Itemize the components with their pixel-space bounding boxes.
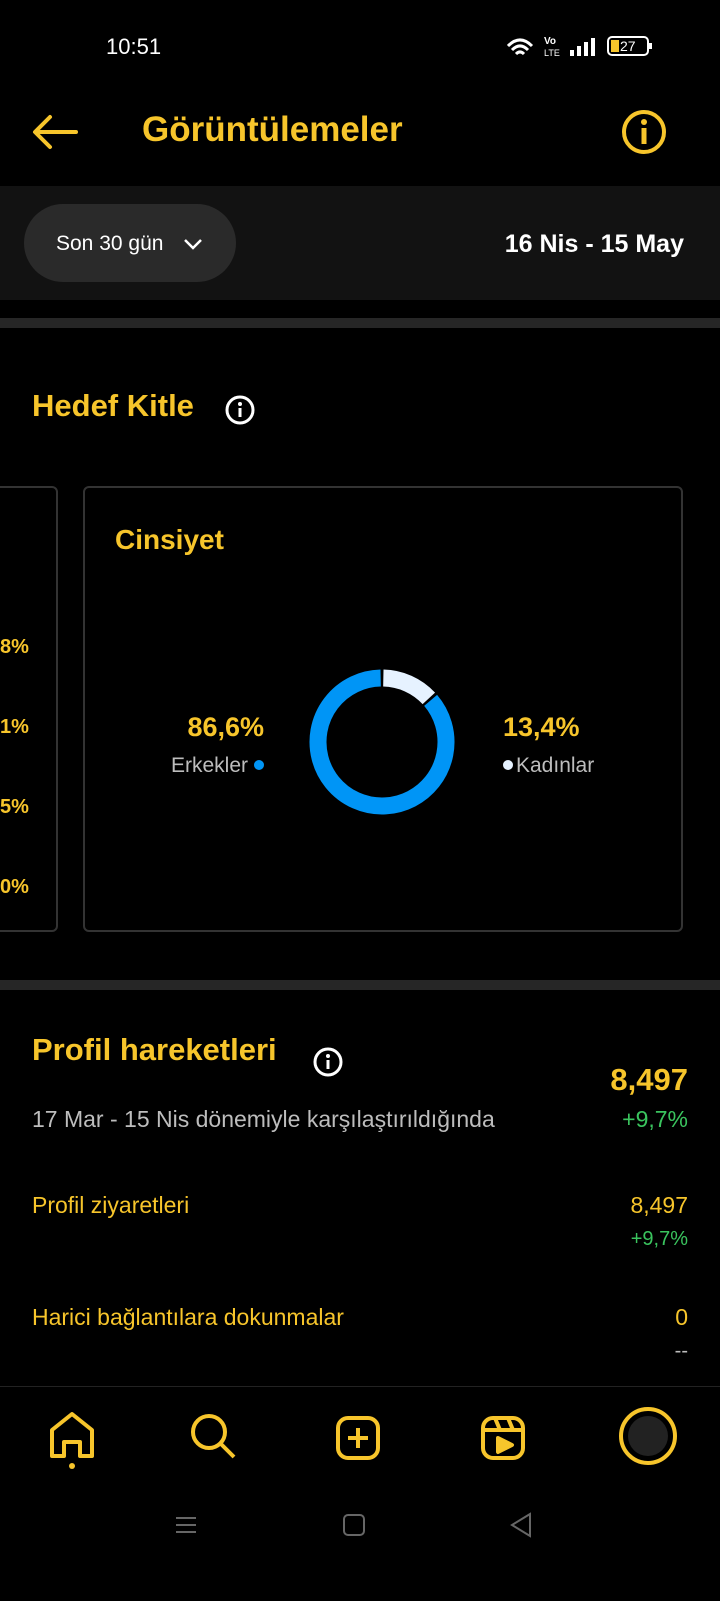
divider: [0, 318, 720, 328]
status-time: 10:51: [106, 34, 162, 59]
bottom-nav: [0, 1386, 720, 1601]
row-change: --: [674, 1340, 688, 1362]
comparison-text: 17 Mar - 15 Nis dönemiyle karşılaştırıld…: [32, 1106, 495, 1132]
divider: [0, 980, 720, 990]
legend-dot: [254, 760, 264, 770]
partial-card: [0, 486, 58, 932]
partial-value: 8%: [0, 636, 29, 658]
date-range: 16 Nis - 15 May: [504, 230, 684, 258]
info-icon[interactable]: [312, 1046, 344, 1078]
info-button[interactable]: [620, 108, 668, 156]
battery-level: 27: [620, 38, 636, 54]
female-label: Kadınlar: [516, 754, 595, 777]
gender-card: [83, 486, 683, 932]
card-title: Cinsiyet: [115, 524, 224, 555]
search-icon[interactable]: [191, 1414, 227, 1450]
back-button[interactable]: [30, 112, 80, 152]
svg-text:LTE: LTE: [544, 48, 560, 58]
info-icon[interactable]: [224, 394, 256, 426]
female-percent: 13,4%: [503, 712, 580, 742]
male-percent: 86,6%: [187, 712, 264, 742]
row-label: Profil ziyaretleri: [32, 1192, 190, 1218]
create-icon[interactable]: [336, 1416, 380, 1460]
row-value: 8,497: [630, 1192, 688, 1218]
partial-value: 5%: [0, 796, 29, 818]
legend-dot: [503, 760, 513, 770]
svg-text:Vo: Vo: [544, 36, 556, 47]
row-label: Harici bağlantılara dokunmalar: [32, 1304, 344, 1330]
range-dropdown[interactable]: [24, 204, 236, 282]
row-value: 0: [675, 1304, 688, 1330]
donut-segment: [382, 669, 436, 705]
gender-donut: [309, 669, 455, 815]
range-label: Son 30 gün: [56, 232, 164, 255]
total-change: +9,7%: [622, 1106, 688, 1132]
total-value: 8,497: [610, 1062, 688, 1097]
section-title: Profil hareketleri: [32, 1032, 277, 1067]
chevron: [184, 239, 202, 250]
row-change: +9,7%: [630, 1228, 688, 1250]
partial-value: 1%: [0, 716, 29, 738]
male-label: Erkekler: [170, 754, 248, 777]
donut-segment: [309, 669, 455, 815]
section-title: Hedef Kitle: [32, 388, 194, 423]
nav-icons: [50, 1407, 677, 1538]
page-title: Görüntülemeler: [142, 110, 403, 149]
reels-icon[interactable]: [481, 1416, 525, 1460]
profile-icon[interactable]: [619, 1407, 677, 1465]
home-icon[interactable]: [50, 1412, 94, 1458]
partial-value: 0%: [0, 876, 29, 898]
status-icons: Vo LTE: [506, 36, 652, 58]
